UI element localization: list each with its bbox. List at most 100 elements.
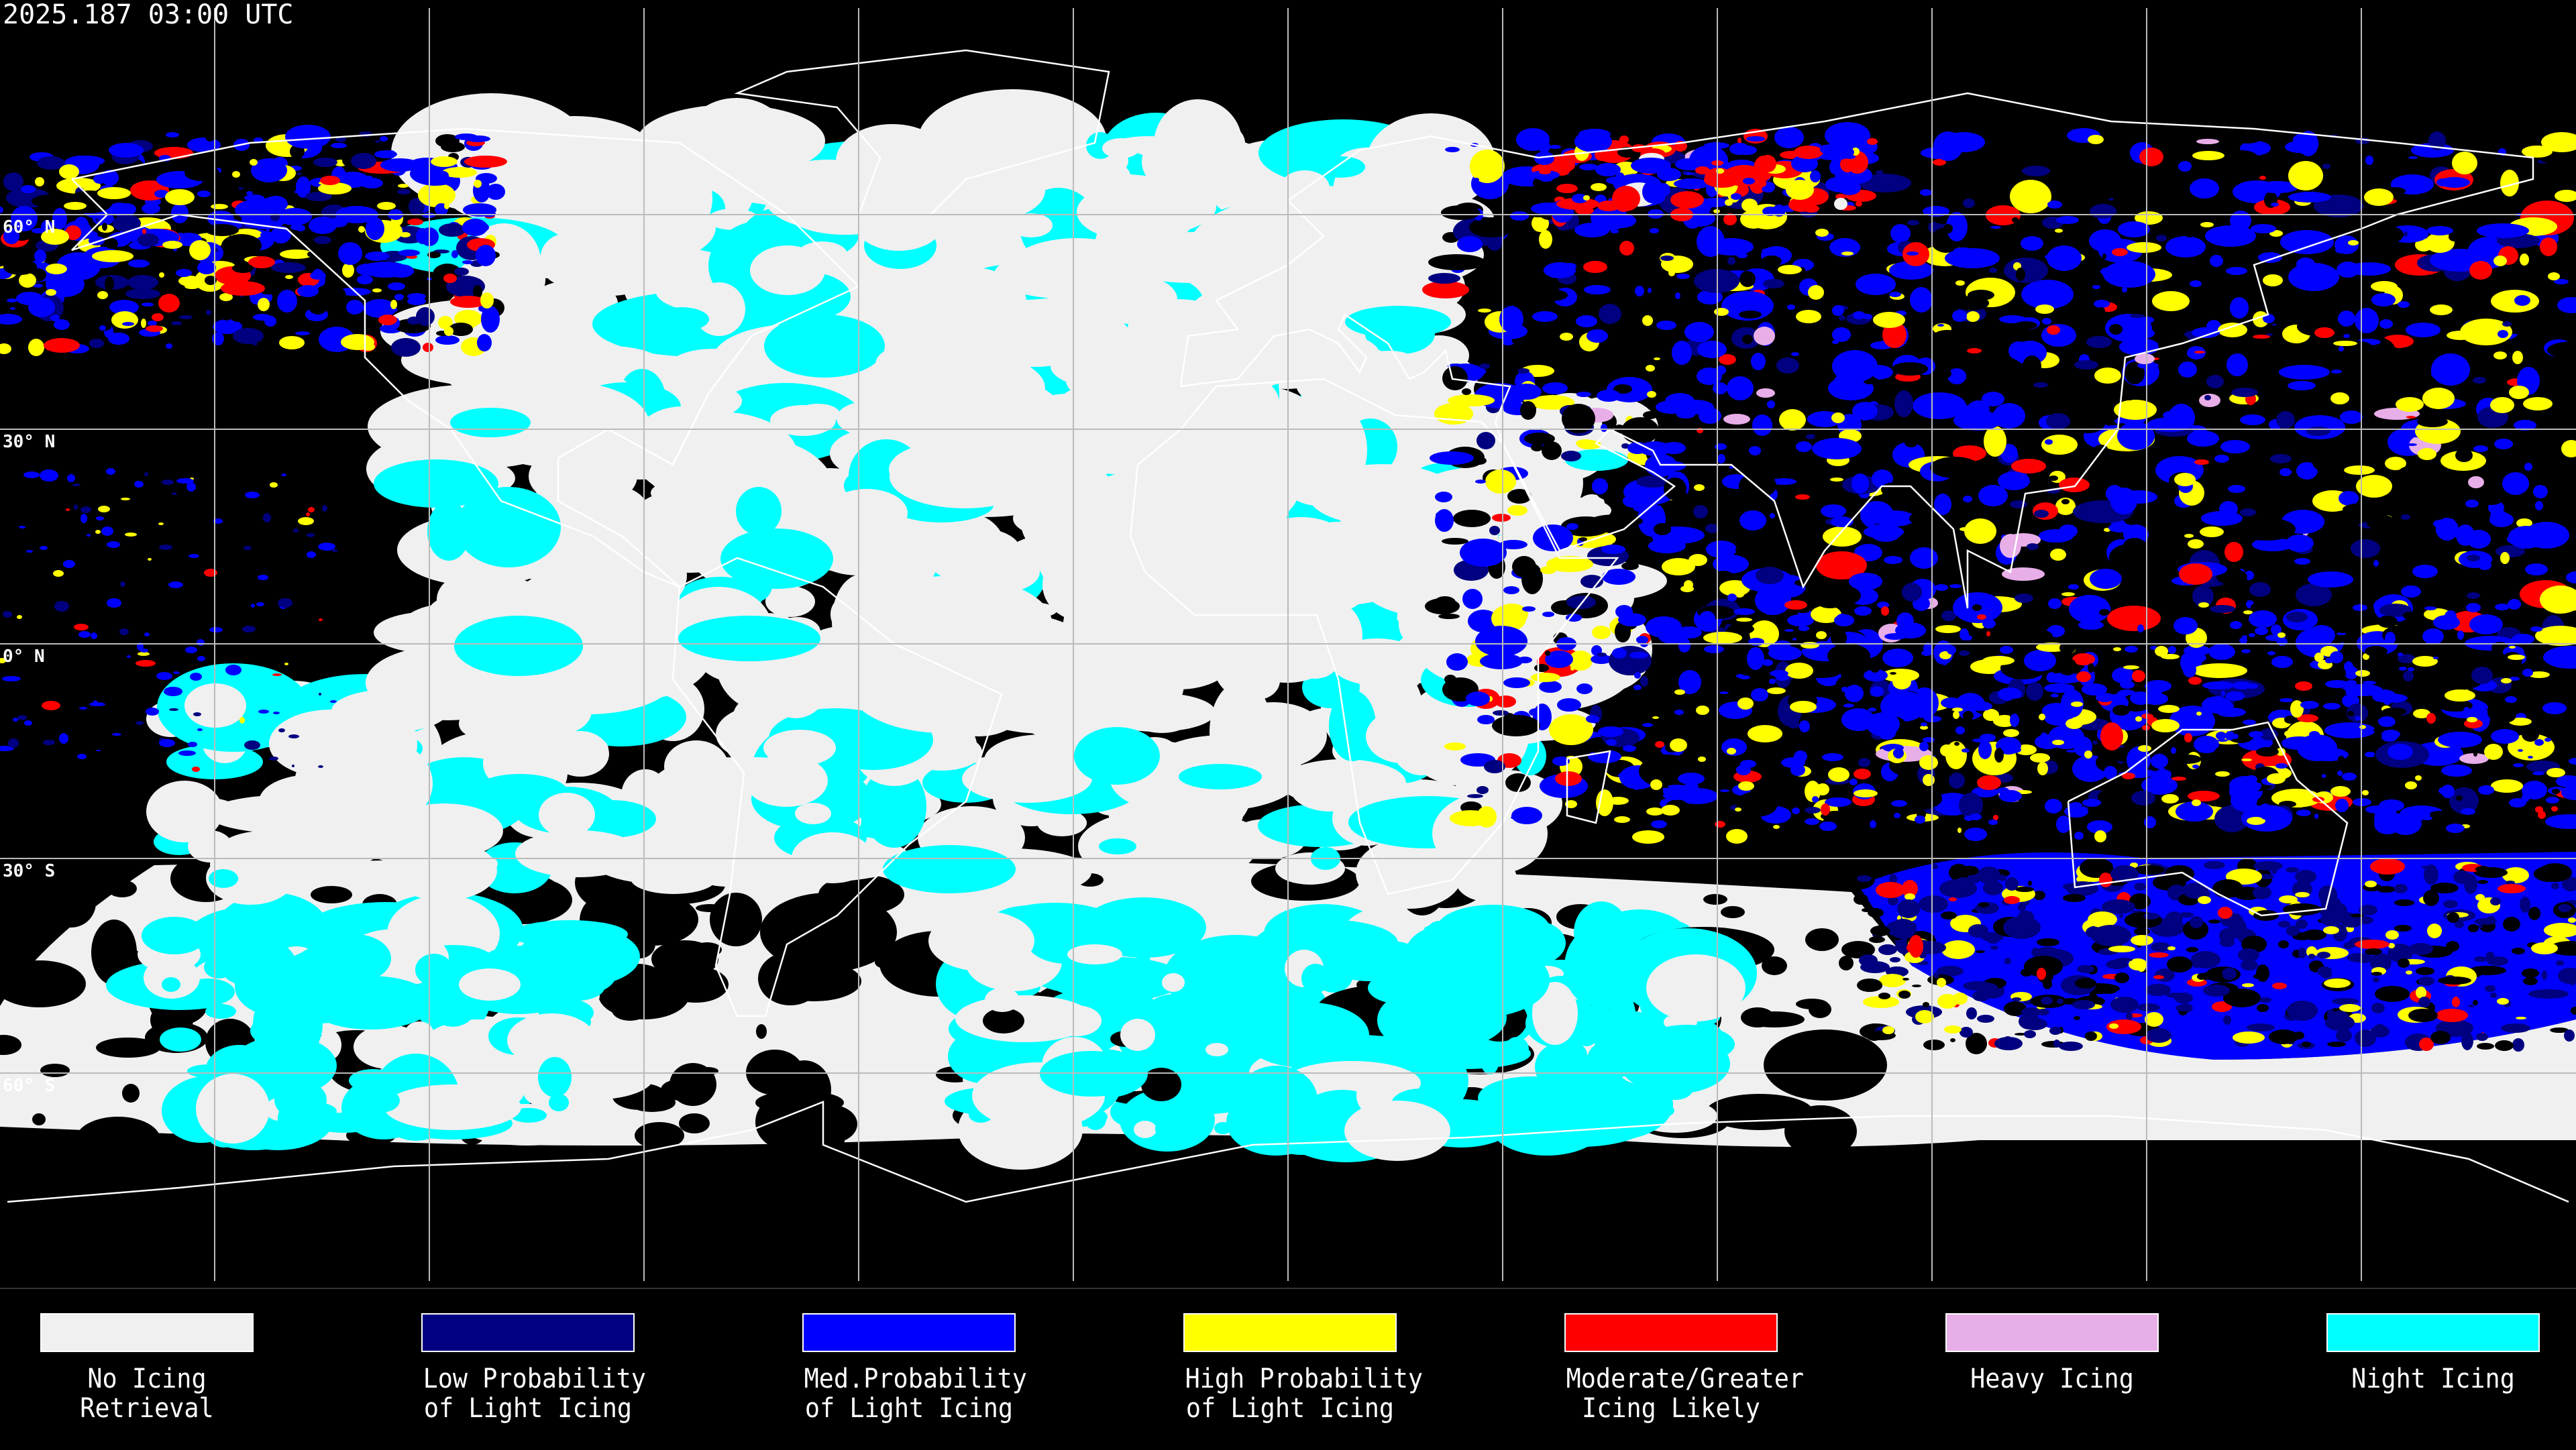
icing-pixel	[2461, 1031, 2473, 1050]
icing-pixel	[2347, 711, 2354, 716]
icing-pixel	[2100, 985, 2118, 994]
icing-pixel	[2469, 261, 2492, 280]
cloud-patch	[963, 543, 1007, 583]
icing-pixel	[1532, 311, 1558, 322]
clear-sky-patch	[669, 1063, 716, 1106]
icing-pixel	[2464, 689, 2469, 693]
legend-swatch	[421, 1313, 635, 1352]
icing-pixel	[1462, 589, 1483, 609]
icing-pixel	[2226, 691, 2245, 701]
icing-pixel	[416, 307, 435, 326]
night-icing-patch	[538, 1057, 572, 1097]
icing-pixel	[2099, 609, 2110, 616]
clear-sky-patch	[756, 1024, 767, 1039]
icing-pixel	[165, 189, 195, 205]
icing-pixel	[2057, 999, 2063, 1004]
night-icing-patch	[507, 1013, 596, 1067]
icing-pixel	[366, 176, 373, 181]
icing-pixel	[2131, 935, 2153, 946]
icing-pixel	[1977, 614, 1986, 620]
icing-pixel	[1916, 170, 1928, 175]
icing-pixel	[2355, 940, 2390, 949]
icing-pixel	[1801, 642, 1819, 649]
icing-pixel	[2223, 1015, 2231, 1025]
icing-pixel	[2512, 351, 2523, 364]
icing-pixel	[1993, 815, 1998, 820]
icing-pixel	[1538, 141, 1550, 153]
icing-pixel	[1966, 1007, 1977, 1019]
icing-pixel	[1832, 305, 1844, 316]
cloud-patch	[745, 755, 828, 807]
icing-pixel	[2035, 734, 2061, 749]
icing-pixel	[2371, 1003, 2385, 1013]
icing-pixel	[1868, 378, 1878, 384]
icing-pixel	[1923, 1040, 1945, 1050]
icing-pixel	[2059, 708, 2073, 712]
legend-swatch	[40, 1313, 254, 1352]
cloud-patch	[209, 869, 238, 888]
icing-pixel	[2253, 861, 2283, 871]
icing-pixel	[2330, 786, 2351, 797]
clear-sky-patch	[93, 1131, 114, 1139]
icing-pixel	[1507, 489, 1532, 504]
icing-pixel	[0, 343, 11, 354]
icing-pixel	[271, 262, 306, 273]
icing-pixel	[1534, 152, 1554, 165]
icing-pixel	[1747, 647, 1764, 670]
icing-pixel	[1676, 274, 1690, 279]
icing-pixel	[2422, 628, 2444, 645]
icing-pixel	[1633, 782, 1640, 790]
icing-pixel	[2176, 1005, 2192, 1011]
icing-pixel	[2478, 785, 2494, 795]
icing-pixel	[2068, 584, 2079, 590]
icing-pixel	[2216, 732, 2226, 740]
icing-pixel	[2381, 732, 2398, 742]
icing-pixel	[2199, 394, 2220, 407]
night-icing-patch	[1067, 944, 1122, 964]
icing-pixel	[2279, 365, 2330, 380]
icing-pixel	[2523, 397, 2553, 410]
icing-pixel	[2436, 1009, 2468, 1022]
icing-pixel	[2179, 563, 2212, 585]
icing-pixel	[136, 721, 144, 725]
icing-pixel	[2518, 749, 2523, 752]
icing-pixel	[397, 189, 411, 194]
icing-pixel	[193, 712, 201, 716]
icing-pixel	[1446, 653, 1468, 671]
icing-pixel	[2224, 542, 2243, 562]
icing-pixel	[1562, 404, 1595, 433]
icing-pixel	[41, 229, 69, 245]
icing-pixel	[1820, 144, 1843, 155]
icing-pixel	[1699, 408, 1721, 424]
cloud-patch	[1224, 175, 1258, 187]
icing-pixel	[2324, 722, 2375, 738]
icing-pixel	[1735, 807, 1741, 812]
icing-pixel	[2213, 681, 2225, 685]
icing-pixel	[1616, 172, 1624, 179]
icing-pixel	[2339, 346, 2344, 351]
cloud-patch	[598, 669, 647, 700]
icing-pixel	[2406, 416, 2416, 419]
icing-pixel	[2088, 663, 2094, 673]
icing-pixel	[2099, 873, 2112, 887]
coast-greenland	[734, 49, 1110, 216]
icing-pixel	[2110, 997, 2139, 1013]
icing-pixel	[2088, 911, 2117, 928]
icing-pixel	[1767, 687, 1786, 694]
icing-pixel	[2056, 816, 2071, 833]
icing-pixel	[1678, 638, 1690, 653]
legend-label: Heavy Icing	[1970, 1363, 2134, 1394]
icing-pixel	[1978, 740, 1992, 759]
icing-pixel	[278, 728, 285, 732]
icing-pixel	[2277, 632, 2286, 638]
cloud-patch	[472, 577, 539, 617]
icing-pixel	[2210, 255, 2223, 267]
icing-pixel	[2190, 916, 2203, 928]
icing-pixel	[1640, 676, 1648, 687]
night-icing-patch	[142, 917, 207, 954]
icing-pixel	[1845, 685, 1864, 702]
icing-pixel	[142, 229, 146, 234]
icing-pixel	[46, 289, 56, 296]
icing-pixel	[2520, 897, 2530, 913]
icing-pixel	[2373, 728, 2380, 732]
